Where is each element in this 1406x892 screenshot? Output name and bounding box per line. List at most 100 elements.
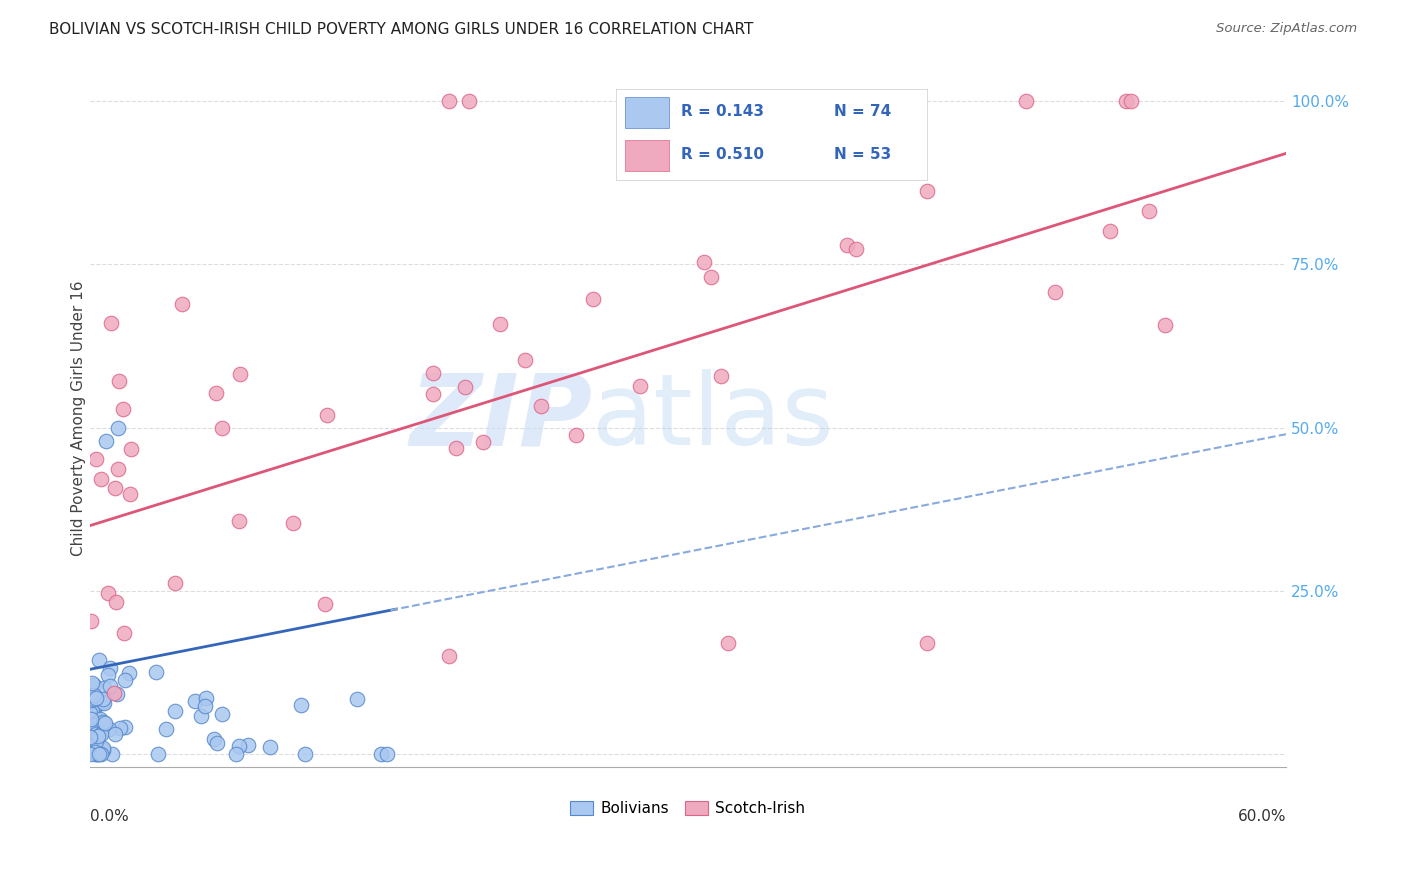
Point <box>79 706 101 720</box>
Point <box>457 94 479 108</box>
Point <box>84 452 107 467</box>
Point <box>79 724 101 739</box>
Text: Source: ZipAtlas.com: Source: ZipAtlas.com <box>1216 22 1357 36</box>
Point <box>83 709 105 723</box>
Point <box>103 686 125 700</box>
Point <box>94 715 117 730</box>
Point <box>87 729 110 743</box>
Point <box>87 747 110 762</box>
Point <box>112 402 135 417</box>
Point <box>837 237 859 252</box>
Point <box>489 317 512 331</box>
Point <box>94 434 117 448</box>
Point <box>84 747 107 762</box>
Point <box>229 367 252 381</box>
Point <box>194 699 217 714</box>
Point <box>80 676 103 690</box>
Point <box>294 747 316 762</box>
Point <box>82 718 104 732</box>
Point <box>693 255 716 269</box>
Point <box>86 727 108 741</box>
Legend: Bolivians, Scotch-Irish: Bolivians, Scotch-Irish <box>564 796 811 822</box>
Text: atlas: atlas <box>592 369 834 467</box>
Point <box>79 747 101 762</box>
Point <box>565 428 588 442</box>
Point <box>104 481 127 495</box>
Point <box>146 747 169 762</box>
Text: 0.0%: 0.0% <box>90 809 128 824</box>
Point <box>422 366 444 380</box>
Text: 60.0%: 60.0% <box>1237 809 1286 824</box>
Point <box>97 668 120 682</box>
Point <box>89 712 111 726</box>
Point <box>346 691 368 706</box>
Point <box>82 702 104 716</box>
Point <box>112 625 135 640</box>
Point <box>314 597 336 611</box>
Point <box>114 720 136 734</box>
Point <box>316 409 339 423</box>
Point <box>80 614 103 628</box>
Point <box>259 740 281 755</box>
Point <box>236 738 259 752</box>
Point <box>845 242 868 256</box>
Point <box>120 442 142 456</box>
Point <box>118 665 141 680</box>
Point <box>93 714 115 729</box>
Point <box>1014 94 1036 108</box>
Point <box>513 353 536 368</box>
Point <box>90 747 112 762</box>
Point <box>155 722 177 736</box>
Point <box>83 678 105 692</box>
Point <box>91 743 114 757</box>
Point <box>700 270 723 285</box>
Point <box>118 487 141 501</box>
Point <box>84 734 107 748</box>
Point <box>582 292 605 306</box>
Point <box>90 472 112 486</box>
Point <box>93 681 115 695</box>
Point <box>82 738 104 752</box>
Point <box>107 420 129 434</box>
Point <box>91 695 114 709</box>
Point <box>163 576 186 591</box>
Point <box>444 441 467 455</box>
Point <box>1098 224 1121 238</box>
Point <box>710 369 733 384</box>
Text: ZIP: ZIP <box>409 369 592 467</box>
Point <box>100 316 122 330</box>
Point <box>228 515 250 529</box>
Point <box>100 747 122 762</box>
Point <box>472 435 495 450</box>
Point <box>87 653 110 667</box>
Point <box>105 595 128 609</box>
Point <box>870 162 893 177</box>
Point <box>108 722 131 736</box>
Point <box>79 706 101 720</box>
Point <box>80 712 103 726</box>
Point <box>1045 285 1067 299</box>
Point <box>453 380 475 394</box>
Point <box>211 421 233 435</box>
Point <box>145 665 167 679</box>
Point <box>1153 318 1175 332</box>
Point <box>202 732 225 747</box>
Point <box>195 691 218 706</box>
Point <box>105 687 128 701</box>
Point <box>211 707 233 722</box>
Point <box>628 379 651 393</box>
Point <box>91 741 114 756</box>
Point <box>79 730 101 744</box>
Point <box>437 649 460 664</box>
Point <box>97 722 120 736</box>
Point <box>1115 94 1137 108</box>
Text: BOLIVIAN VS SCOTCH-IRISH CHILD POVERTY AMONG GIRLS UNDER 16 CORRELATION CHART: BOLIVIAN VS SCOTCH-IRISH CHILD POVERTY A… <box>49 22 754 37</box>
Point <box>90 727 112 741</box>
Point <box>190 708 212 723</box>
Point <box>205 385 228 400</box>
Point <box>91 691 114 706</box>
Point <box>107 462 129 476</box>
Point <box>108 375 131 389</box>
Point <box>170 297 193 311</box>
Point <box>93 696 115 710</box>
